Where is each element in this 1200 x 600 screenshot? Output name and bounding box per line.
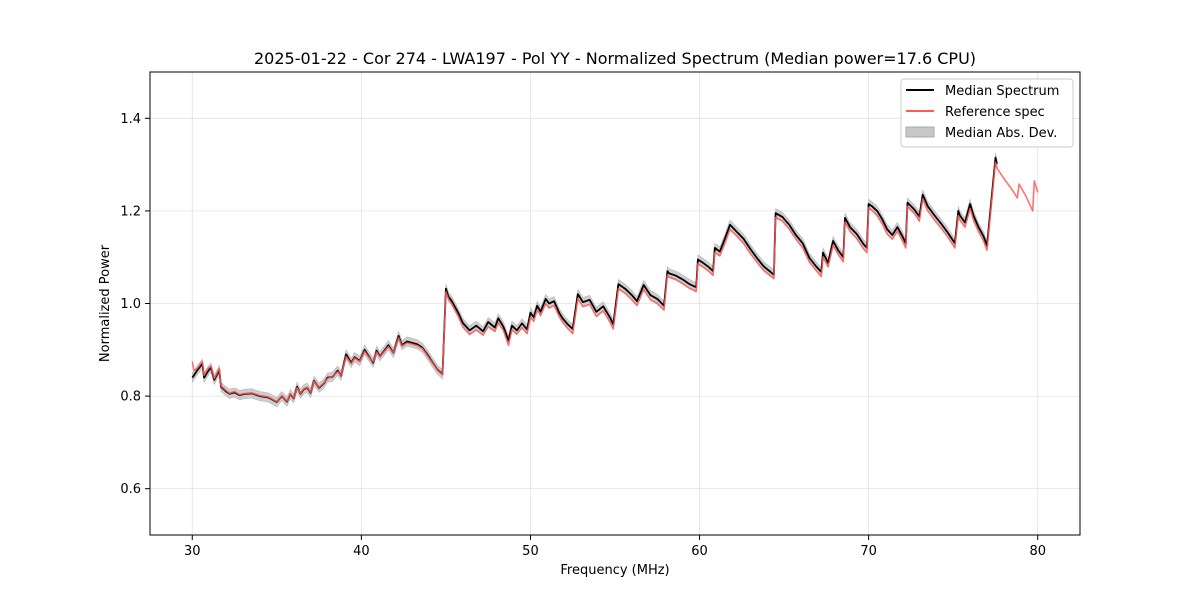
x-tick-label: 70 xyxy=(860,544,877,559)
x-tick-label: 60 xyxy=(691,544,708,559)
legend-label-mad: Median Abs. Dev. xyxy=(945,126,1057,141)
y-axis-ticks: 0.6 0.8 1.0 1.2 1.4 xyxy=(120,112,150,497)
chart-title: 2025-01-22 - Cor 274 - LWA197 - Pol YY -… xyxy=(254,49,976,68)
y-tick-label: 1.4 xyxy=(120,112,141,127)
legend-label-median: Median Spectrum xyxy=(945,84,1059,99)
y-tick-label: 0.8 xyxy=(120,390,141,405)
y-tick-label: 1.2 xyxy=(120,204,141,219)
x-tick-label: 50 xyxy=(522,544,539,559)
x-tick-label: 30 xyxy=(184,544,201,559)
legend-box xyxy=(900,78,1074,148)
y-tick-label: 1.0 xyxy=(120,297,141,312)
legend-swatch-mad xyxy=(905,126,935,138)
y-tick-label: 0.6 xyxy=(120,482,141,497)
legend-label-reference: Reference spec xyxy=(945,105,1045,120)
legend: Median Spectrum Reference spec Median Ab… xyxy=(900,78,1074,148)
series-layer xyxy=(191,156,1039,404)
x-tick-label: 40 xyxy=(353,544,370,559)
reference-spectrum-line xyxy=(191,161,1039,403)
y-axis-label: Normalized Power xyxy=(98,244,113,362)
x-axis-label: Frequency (MHz) xyxy=(560,563,669,578)
x-axis-ticks: 30 40 50 60 70 80 xyxy=(184,535,1046,559)
x-tick-label: 80 xyxy=(1029,544,1046,559)
